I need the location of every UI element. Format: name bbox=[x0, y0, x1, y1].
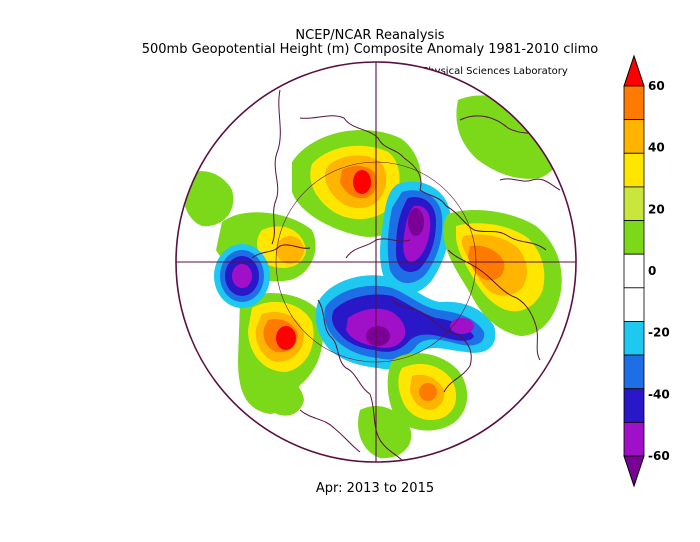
colorbar-band bbox=[623, 119, 645, 154]
colorbar-band bbox=[623, 220, 645, 255]
colorbar-band bbox=[623, 152, 645, 188]
anomaly-positive-east-us bbox=[387, 353, 468, 431]
anomaly-positive-northeast-pacific bbox=[238, 292, 324, 414]
colorbar-tick-label: -60 bbox=[648, 449, 670, 463]
chart-subtitle: 500mb Geopotential Height (m) Composite … bbox=[141, 42, 599, 57]
colorbar-tick-label: 60 bbox=[648, 79, 665, 93]
anomaly-positive-east-asia bbox=[182, 171, 234, 227]
colorbar-band bbox=[623, 354, 645, 390]
map-boundary-circle bbox=[175, 61, 577, 463]
colorbar-tick-label: 40 bbox=[648, 141, 665, 155]
anomaly-positive-north-pacific bbox=[292, 129, 422, 237]
colorbar-band bbox=[623, 388, 645, 423]
colorbar-band bbox=[623, 85, 645, 121]
anomaly-positive-subtropical-pacific bbox=[266, 377, 304, 416]
coastlines bbox=[251, 89, 561, 462]
anomaly-positive-gulf bbox=[358, 406, 412, 459]
colorbar-arrow-bottom bbox=[623, 455, 645, 488]
anomaly-negative-north-america bbox=[315, 275, 496, 370]
colorbar-arrow-top bbox=[623, 54, 645, 87]
colorbar-tick-label: -20 bbox=[648, 326, 670, 340]
colorbar-tick-label: -40 bbox=[648, 387, 670, 401]
colorbar-band bbox=[623, 287, 645, 322]
source-credit: NOAA Physical Sciences Laboratory bbox=[390, 66, 568, 77]
colorbar-band bbox=[623, 321, 645, 356]
graticule bbox=[176, 62, 576, 462]
colorbar-band bbox=[623, 186, 645, 221]
colorbar-tick-label: 20 bbox=[648, 202, 665, 216]
anomaly-positive-europe bbox=[443, 210, 562, 336]
anomaly-negative-west-pacific bbox=[214, 244, 270, 308]
time-period-label: Apr: 2013 to 2015 bbox=[315, 481, 435, 496]
chart-title: NCEP/NCAR Reanalysis bbox=[295, 28, 445, 43]
colorbar-band bbox=[623, 253, 645, 289]
anomaly-negative-greenland-canada bbox=[380, 181, 451, 295]
anomaly-field bbox=[176, 62, 576, 462]
colorbar-band bbox=[623, 421, 645, 457]
colorbar-tick-label: 0 bbox=[648, 264, 656, 278]
